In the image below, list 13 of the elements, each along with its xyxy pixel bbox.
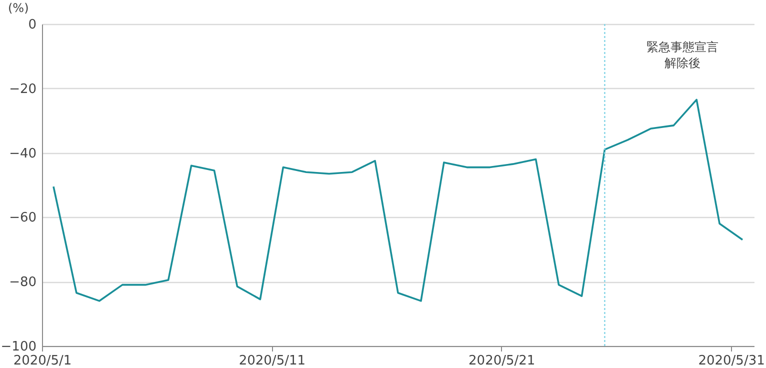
x-tick-label: 2020/5/11 (238, 354, 306, 368)
y-axis-title: (%) (8, 1, 29, 15)
line-series (52, 98, 744, 302)
annotation: 緊急事態宣言解除後 (646, 40, 719, 70)
y-tick-label: −100 (0, 340, 36, 354)
x-tick-label: 2020/5/1 (13, 354, 72, 368)
y-tick-label: 0 (28, 18, 36, 32)
x-tick-label: 2020/5/31 (698, 354, 765, 368)
y-tick-label: −40 (9, 146, 36, 162)
y-tick-label: −60 (9, 210, 36, 226)
x-tick-label: 2020/5/21 (468, 354, 536, 368)
y-tick-label: −20 (9, 82, 36, 97)
y-tick-label: −80 (9, 275, 36, 290)
